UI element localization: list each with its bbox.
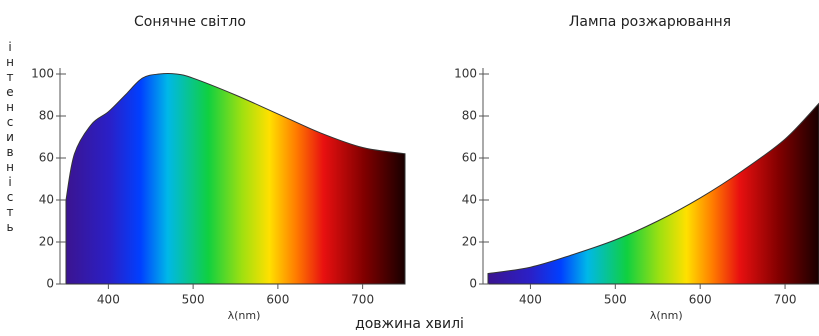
x-tick-label: 500 bbox=[604, 293, 627, 307]
x-tick-label: 700 bbox=[351, 293, 374, 307]
y-tick-label: 20 bbox=[39, 235, 54, 249]
x-tick-label: 600 bbox=[266, 293, 289, 307]
x-axis-title: λ(nm) bbox=[228, 309, 261, 322]
x-tick-label: 400 bbox=[97, 293, 120, 307]
x-tick-label: 600 bbox=[689, 293, 712, 307]
y-tick-label: 40 bbox=[39, 193, 54, 207]
x-axis-title: λ(nm) bbox=[650, 309, 683, 322]
x-tick-label: 700 bbox=[774, 293, 797, 307]
y-axis-label: інтенсивність bbox=[3, 40, 17, 235]
y-tick-label: 60 bbox=[39, 151, 54, 165]
y-tick-label: 100 bbox=[31, 67, 54, 81]
y-tick-label: 100 bbox=[454, 67, 477, 81]
y-tick-label: 20 bbox=[462, 235, 477, 249]
y-tick-label: 80 bbox=[39, 109, 54, 123]
chart-title: Сонячне світло bbox=[134, 14, 246, 30]
x-tick-label: 500 bbox=[182, 293, 205, 307]
y-tick-label: 40 bbox=[462, 193, 477, 207]
area bbox=[487, 102, 819, 285]
area bbox=[65, 72, 406, 285]
chart-title: Лампа розжарювання bbox=[569, 14, 731, 30]
y-tick-label: 60 bbox=[462, 151, 477, 165]
y-tick-label: 0 bbox=[46, 277, 54, 291]
y-tick-label: 80 bbox=[462, 109, 477, 123]
x-tick-label: 400 bbox=[519, 293, 542, 307]
x-axis-label: довжина хвилі bbox=[355, 316, 464, 332]
y-tick-label: 0 bbox=[469, 277, 477, 291]
